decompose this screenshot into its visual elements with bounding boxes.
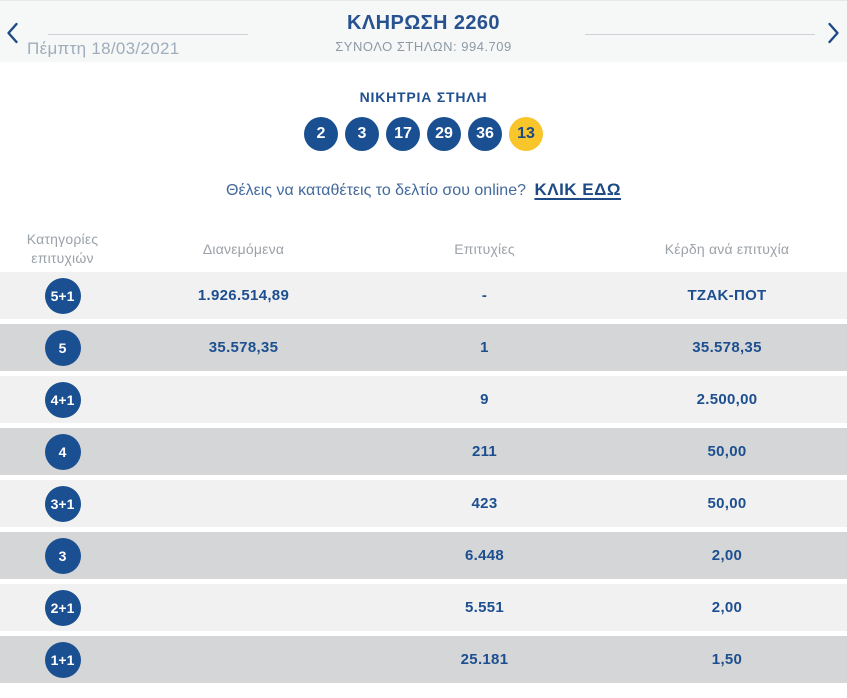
prize-cell: 2,00 (711, 599, 743, 616)
winners-cell: 423 (471, 495, 498, 512)
winners-cell: 9 (480, 391, 489, 408)
category-cell: 2+1 (0, 589, 125, 626)
online-ticket-cta: Θέλεις να καταθέτεις το δελτίο σου onlin… (0, 180, 847, 200)
category-badge: 5 (44, 329, 81, 366)
column-header-prize: Κέρδη ανά επιτυχία (664, 240, 790, 257)
prize-table-row: 1+1 25.181 1,50 (0, 636, 847, 683)
click-here-link[interactable]: ΚΛΙΚ ΕΔΩ (534, 180, 621, 199)
category-badge: 4+1 (44, 381, 81, 418)
category-cell: 4+1 (0, 381, 125, 418)
winning-number-ball: 3 (345, 117, 379, 151)
joker-number-ball: 13 (509, 117, 543, 151)
prize-cell: 35.578,35 (692, 339, 762, 356)
prize-table-row: 5 35.578,35 1 35.578,35 (0, 324, 847, 371)
category-cell: 5+1 (0, 277, 125, 314)
distributed-cell: 1.926.514,89 (197, 287, 290, 304)
prize-cell: 50,00 (707, 495, 747, 512)
distributed-cell: 35.578,35 (208, 339, 279, 356)
prize-table-row: 4 211 50,00 (0, 428, 847, 475)
prize-cell: 1,50 (711, 651, 743, 668)
winning-number-ball: 2 (304, 117, 338, 151)
prize-table-header-row: Κατηγορίες επιτυχιών Διανεμόμενα Επιτυχί… (0, 226, 847, 272)
category-badge: 4 (44, 433, 81, 470)
prize-table-body: 5+1 1.926.514,89 - ΤΖΑΚ-ΠΟΤ 5 35.578,35 1 35.57… (0, 272, 847, 683)
prize-cell: ΤΖΑΚ-ΠΟΤ (687, 287, 767, 304)
next-draw-button[interactable] (823, 21, 843, 47)
prize-table-row: 5+1 1.926.514,89 - ΤΖΑΚ-ΠΟΤ (0, 272, 847, 319)
draw-header: Πέμπτη 18/03/2021 ΚΛΗΡΩΣΗ 2260 ΣΥΝΟΛΟ ΣΤ… (0, 0, 847, 62)
winners-cell: 211 (471, 443, 498, 460)
winning-numbers: 2 3 17 29 36 13 (0, 117, 847, 151)
category-cell: 3 (0, 537, 125, 574)
winners-cell: 1 (480, 339, 489, 356)
winners-cell: 5.551 (464, 599, 505, 616)
category-badge: 5+1 (44, 277, 81, 314)
category-badge: 3 (44, 537, 81, 574)
winning-column-heading: ΝΙΚΗΤΡΙΑ ΣΤΗΛΗ (359, 89, 488, 105)
winners-cell: 6.448 (464, 547, 505, 564)
cta-text: Θέλεις να καταθέτεις το δελτίο σου onlin… (226, 182, 526, 199)
prize-table-row: 3+1 423 50,00 (0, 480, 847, 527)
prize-cell: 2.500,00 (696, 391, 758, 408)
prize-cell: 50,00 (707, 443, 747, 460)
prize-table-row: 3 6.448 2,00 (0, 532, 847, 579)
prize-table-row: 4+1 9 2.500,00 (0, 376, 847, 423)
category-badge: 3+1 (44, 485, 81, 522)
total-columns-label: ΣΥΝΟΛΟ ΣΤΗΛΩΝ: 994.709 (335, 39, 512, 54)
winning-number-ball: 17 (386, 117, 420, 151)
prize-table: Κατηγορίες επιτυχιών Διανεμόμενα Επιτυχί… (0, 226, 847, 683)
category-badge: 2+1 (44, 589, 81, 626)
draw-date: Πέμπτη 18/03/2021 (27, 39, 180, 58)
winning-column-section: ΝΙΚΗΤΡΙΑ ΣΤΗΛΗ 2 3 17 29 36 13 (0, 89, 847, 151)
chevron-right-icon (827, 22, 840, 47)
winners-cell: - (481, 287, 488, 304)
column-header-categories: Κατηγορίες επιτυχιών (26, 231, 99, 266)
column-header-distributed: Διανεμόμενα (202, 240, 285, 257)
category-cell: 5 (0, 329, 125, 366)
category-cell: 4 (0, 433, 125, 470)
winners-cell: 25.181 (460, 651, 509, 668)
prize-cell: 2,00 (711, 547, 743, 564)
header-divider-right (585, 34, 815, 35)
prize-table-row: 2+1 5.551 2,00 (0, 584, 847, 631)
category-badge: 1+1 (44, 641, 81, 678)
prev-draw-button[interactable] (2, 21, 22, 47)
header-divider-left (48, 34, 248, 35)
category-cell: 3+1 (0, 485, 125, 522)
column-header-winners: Επιτυχίες (454, 240, 515, 257)
chevron-left-icon (6, 22, 19, 47)
category-cell: 1+1 (0, 641, 125, 678)
winning-number-ball: 29 (427, 117, 461, 151)
winning-number-ball: 36 (468, 117, 502, 151)
draw-title: ΚΛΗΡΩΣΗ 2260 (347, 12, 500, 34)
